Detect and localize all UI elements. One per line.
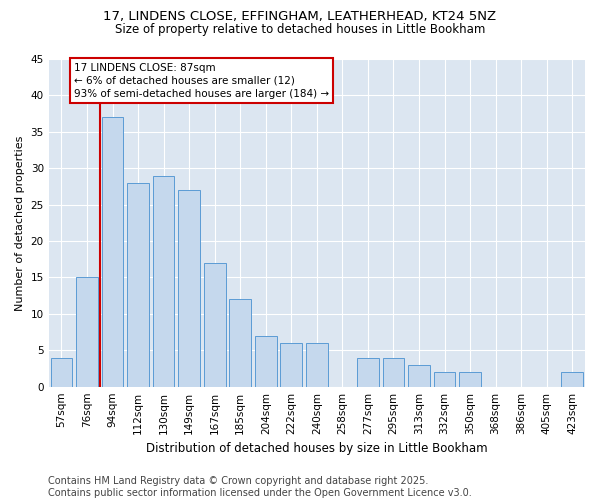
Bar (204, 263, 226, 386)
Text: 17 LINDENS CLOSE: 87sqm
← 6% of detached houses are smaller (12)
93% of semi-det: 17 LINDENS CLOSE: 87sqm ← 6% of detached… (74, 62, 329, 99)
Text: Contains HM Land Registry data © Crown copyright and database right 2025.
Contai: Contains HM Land Registry data © Crown c… (48, 476, 472, 498)
Bar (306, 343, 328, 386)
Bar (127, 183, 149, 386)
Bar (383, 358, 404, 386)
Bar (50, 358, 72, 386)
Bar (408, 365, 430, 386)
X-axis label: Distribution of detached houses by size in Little Bookham: Distribution of detached houses by size … (146, 442, 488, 455)
Bar (459, 372, 481, 386)
Y-axis label: Number of detached properties: Number of detached properties (15, 135, 25, 310)
Bar (101, 118, 124, 386)
Bar (434, 372, 455, 386)
Bar (76, 278, 98, 386)
Bar (562, 372, 583, 386)
Bar (357, 358, 379, 386)
Bar (229, 300, 251, 386)
Bar (153, 176, 175, 386)
Text: Size of property relative to detached houses in Little Bookham: Size of property relative to detached ho… (115, 22, 485, 36)
Bar (255, 336, 277, 386)
Text: 17, LINDENS CLOSE, EFFINGHAM, LEATHERHEAD, KT24 5NZ: 17, LINDENS CLOSE, EFFINGHAM, LEATHERHEA… (103, 10, 497, 23)
Bar (178, 190, 200, 386)
Bar (280, 343, 302, 386)
